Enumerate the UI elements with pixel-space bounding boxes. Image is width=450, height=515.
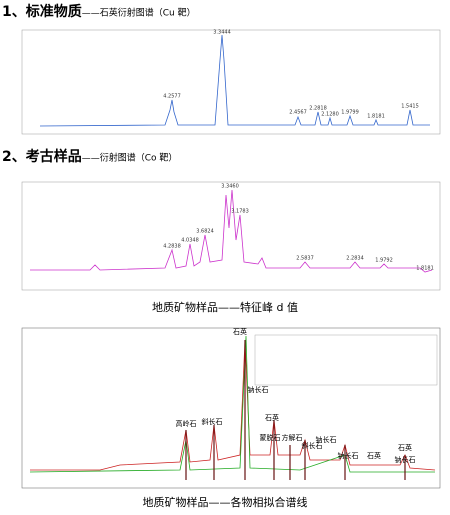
peak-label: 2.2818 <box>309 106 327 112</box>
phase-label: 石英 <box>367 451 381 460</box>
phase-label: 方解石 <box>282 433 303 442</box>
chart-1 <box>21 29 441 135</box>
peak-label: 4.2838 <box>163 244 181 250</box>
phase-label: 斜长石 <box>202 417 223 426</box>
peak-label: 3.6824 <box>196 229 214 235</box>
caption: 地质矿物样品——各物相拟合谱线 <box>143 495 308 509</box>
peak-label: 3.3460 <box>221 184 239 190</box>
section-number: 2、 <box>2 149 26 165</box>
section-title: 标准物质 <box>25 3 82 20</box>
peak-label: 4.0348 <box>181 238 199 244</box>
phase-label: 石英 <box>398 443 412 452</box>
peak-label: 1.8181 <box>416 266 434 272</box>
phase-label: 钠长石 <box>316 435 337 444</box>
peak-label: 1.5415 <box>401 104 419 110</box>
phase-label: 钠长石 <box>248 385 269 394</box>
section-title: 考古样品 <box>26 148 82 165</box>
peak-label: 1.8181 <box>367 114 385 120</box>
peak-label: 2.4567 <box>289 110 307 116</box>
peak-label: 2.2834 <box>346 256 364 262</box>
phase-label: 钠长石 <box>395 455 416 464</box>
phase-label: 高岭石 <box>176 419 197 428</box>
peak-label: 3.1783 <box>231 209 249 215</box>
peak-label: 1.9792 <box>375 258 393 264</box>
peak-label: 2.1280 <box>321 112 339 118</box>
chart-2 <box>21 181 441 291</box>
section-number: 1、 <box>2 4 26 20</box>
phase-label: 石英 <box>233 327 247 336</box>
phase-label: 石英 <box>265 413 279 422</box>
phase-label: 蒙脱石 <box>260 433 281 442</box>
peak-label: 4.2577 <box>163 94 181 100</box>
phase-label: 斜长石 <box>302 441 323 450</box>
section-subtitle: ——石英衍射图谱（Cu 靶） <box>82 7 196 19</box>
peak-label: 2.5837 <box>296 256 314 262</box>
caption: 地质矿物样品——特征峰 d 值 <box>152 300 298 314</box>
peak-label: 1.9799 <box>341 110 359 116</box>
chart-3 <box>21 327 441 489</box>
phase-label: 钠长石 <box>338 451 359 460</box>
peak-label: 3.3444 <box>213 30 231 36</box>
section-subtitle: ——衍射图谱（Co 靶） <box>82 152 178 164</box>
